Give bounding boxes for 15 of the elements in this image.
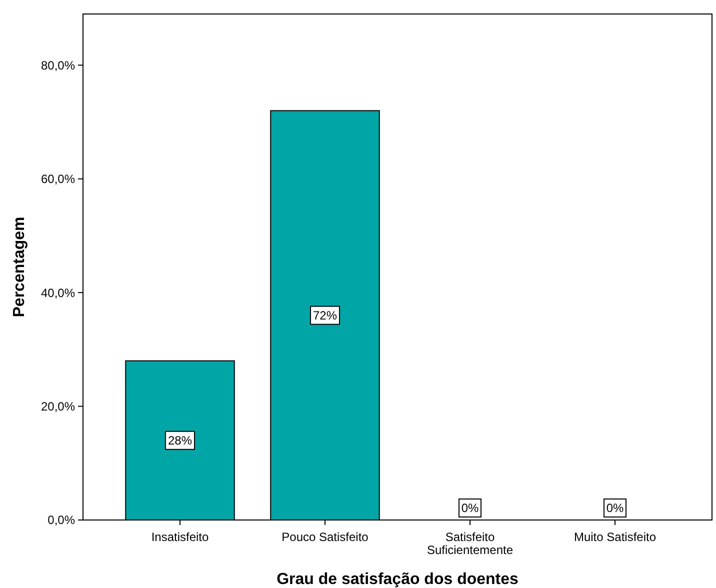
data-label: 0% bbox=[461, 501, 479, 516]
x-axis-title: Grau de satisfação dos doentes bbox=[276, 571, 519, 588]
x-tick-label: Muito Satisfeito bbox=[574, 530, 656, 544]
y-tick-label: 0,0% bbox=[48, 513, 76, 528]
x-tick-label: Pouco Satisfeito bbox=[282, 530, 369, 544]
y-tick-label: 80,0% bbox=[40, 58, 76, 72]
x-tick-label: Satisfeito Suficientemente bbox=[426, 530, 514, 557]
y-tick-label: 40,0% bbox=[40, 286, 76, 300]
data-label: 72% bbox=[312, 308, 338, 323]
data-label: 0% bbox=[606, 501, 624, 516]
y-axis-title: Percentagem bbox=[11, 216, 28, 318]
y-tick-label: 20,0% bbox=[40, 399, 76, 414]
y-tick-label: 60,0% bbox=[40, 172, 76, 186]
x-tick-label: Insatisfeito bbox=[151, 530, 210, 544]
data-label: 28% bbox=[168, 434, 192, 448]
